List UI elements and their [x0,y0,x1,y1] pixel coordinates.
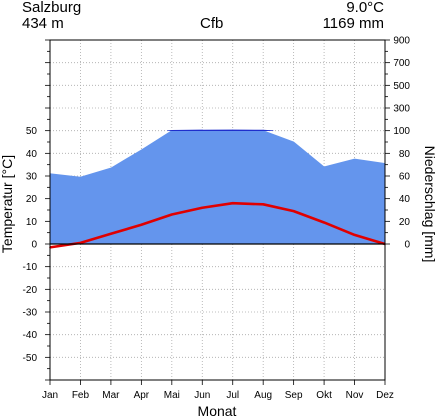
month-label: Jun [194,390,210,401]
temperature-point [292,210,295,212]
station-elevation: 434 m [22,15,64,32]
temperature-point [231,202,234,204]
left-tick-label: 10 [26,217,38,228]
left-tick-label: 40 [26,149,38,160]
plot-frame [45,39,390,385]
temperature-point [262,203,264,206]
right-tick-label: 900 [393,36,410,47]
left-tick-label: 30 [26,172,38,183]
precipitation-excess [262,129,274,131]
left-tick-label: -30 [23,308,38,319]
tick-label-layer: 50403020100-10-20-30-40-5002040608010030… [23,36,411,402]
month-label: Mai [164,390,180,401]
climate-class: Cfb [200,15,224,32]
temperature-point [140,223,143,226]
month-label: Dez [376,390,394,401]
right-tick-label: 80 [399,149,411,160]
temperature-point [323,221,325,224]
left-tick-label: -50 [23,353,38,364]
month-label: Sep [285,390,303,401]
right-tick-label: 20 [399,217,411,228]
left-tick-label: -20 [23,285,38,296]
temperature-point [201,206,204,209]
station-name: Salzburg [22,0,82,16]
x-axis-label: Monat [198,403,237,418]
precipitation-excess [171,129,203,131]
y-axis-label-left: Temperatur [°C] [0,155,15,253]
month-label: Feb [72,390,90,401]
annual-precipitation: 1169 mm [322,15,384,32]
right-tick-label: 0 [404,240,410,251]
month-label: Mar [102,390,120,401]
right-tick-label: 100 [393,126,410,137]
left-tick-label: -40 [23,330,38,341]
right-tick-label: 60 [399,172,411,183]
right-tick-label: 40 [399,194,411,205]
right-tick-label: 300 [393,104,410,115]
left-tick-label: 20 [26,194,38,205]
temperature-point [353,234,356,236]
month-label: Jul [226,390,239,401]
month-label: Apr [134,390,150,401]
right-tick-label: 500 [393,81,410,92]
month-label: Jan [42,390,58,401]
left-tick-label: 50 [26,126,38,137]
left-tick-label: 0 [31,240,37,251]
precipitation-excess [232,129,264,131]
month-label: Okt [316,390,332,401]
temperature-point [79,242,82,244]
temperature-line [49,201,386,249]
month-label: Nov [346,390,364,401]
precipitation-excess [201,129,234,131]
y-axis-label-right: Niederschlag [mm] [422,146,438,263]
month-label: Aug [254,390,272,401]
left-tick-label: -10 [23,262,38,273]
temperature-point [110,233,112,235]
mean-temperature: 9.0°C [346,0,384,16]
temperature-point [171,213,173,216]
precipitation-layer [49,129,386,245]
right-tick-label: 700 [393,58,410,69]
